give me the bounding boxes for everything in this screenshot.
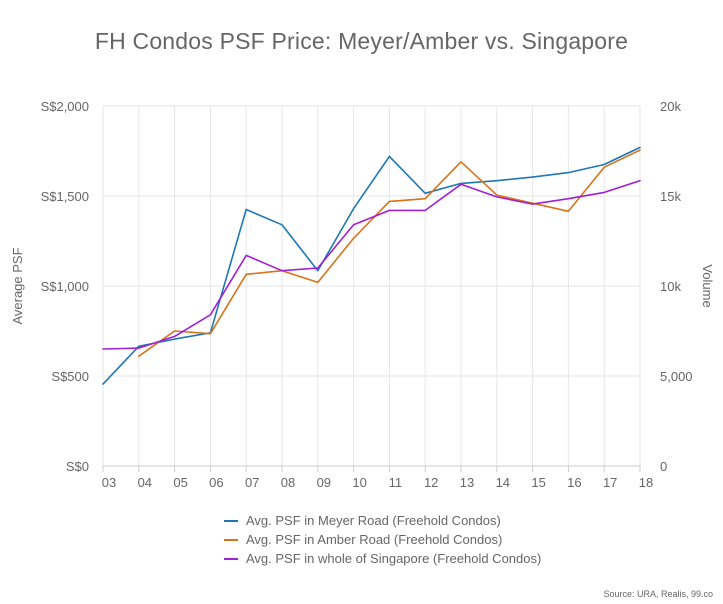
y2-tick-label: 10k <box>660 279 681 294</box>
legend-label-amber: Avg. PSF in Amber Road (Freehold Condos) <box>246 532 503 547</box>
legend-item-meyer[interactable]: Avg. PSF in Meyer Road (Freehold Condos) <box>224 511 544 530</box>
x-tick-label: 15 <box>531 475 545 490</box>
legend-label-meyer: Avg. PSF in Meyer Road (Freehold Condos) <box>246 513 501 528</box>
x-tick-label: 05 <box>173 475 187 490</box>
series-line-singapore <box>102 179 641 350</box>
x-tick-label: 08 <box>281 475 295 490</box>
legend-item-amber[interactable]: Avg. PSF in Amber Road (Freehold Condos) <box>224 530 544 549</box>
y2-axis-title: Volume <box>700 264 715 307</box>
y-tick-label: S$0 <box>66 459 89 474</box>
x-tick-label: 17 <box>603 475 617 490</box>
legend-item-singapore[interactable]: Avg. PSF in whole of Singapore (Freehold… <box>224 549 544 568</box>
series-lines <box>102 146 641 385</box>
x-tick-label: 09 <box>317 475 331 490</box>
y-tick-label: S$1,000 <box>41 279 89 294</box>
series-line-amber <box>138 149 641 357</box>
x-tick-label: 12 <box>424 475 438 490</box>
y-axis-title: Average PSF <box>10 247 25 324</box>
y-tick-label: S$500 <box>51 369 89 384</box>
grid-lines <box>102 105 641 466</box>
x-tick-label: 18 <box>639 475 653 490</box>
x-tick-label: 13 <box>460 475 474 490</box>
y-tick-label: S$1,500 <box>41 189 89 204</box>
y-tick-label: S$2,000 <box>41 99 89 114</box>
x-tick-label: 04 <box>138 475 152 490</box>
y2-tick-label: 15k <box>660 189 681 204</box>
x-tick-label: 16 <box>567 475 581 490</box>
y2-tick-label: 5,000 <box>660 369 693 384</box>
axes <box>102 465 641 472</box>
x-tick-label: 10 <box>352 475 366 490</box>
y2-tick-label: 0 <box>660 459 667 474</box>
legend: Avg. PSF in Meyer Road (Freehold Condos)… <box>224 511 544 568</box>
x-tick-label: 06 <box>209 475 223 490</box>
x-tick-label: 07 <box>245 475 259 490</box>
x-tick-label: 11 <box>389 475 403 490</box>
series-line-meyer <box>102 146 641 385</box>
source-note: Source: URA, Realis, 99.co <box>603 589 713 599</box>
legend-label-singapore: Avg. PSF in whole of Singapore (Freehold… <box>246 551 542 566</box>
legend-swatch-singapore <box>224 558 238 560</box>
y2-tick-label: 20k <box>660 99 681 114</box>
axis-labels: S$0 S$500 S$1,000 S$1,500 S$2,000 0 5,000 10k 15… <box>10 99 715 490</box>
legend-swatch-meyer <box>224 520 238 522</box>
x-tick-label: 03 <box>102 475 116 490</box>
chart-title: FH Condos PSF Price: Meyer/Amber vs. Sin… <box>94 28 629 54</box>
legend-swatch-amber <box>224 539 238 541</box>
x-tick-label: 14 <box>496 475 510 490</box>
